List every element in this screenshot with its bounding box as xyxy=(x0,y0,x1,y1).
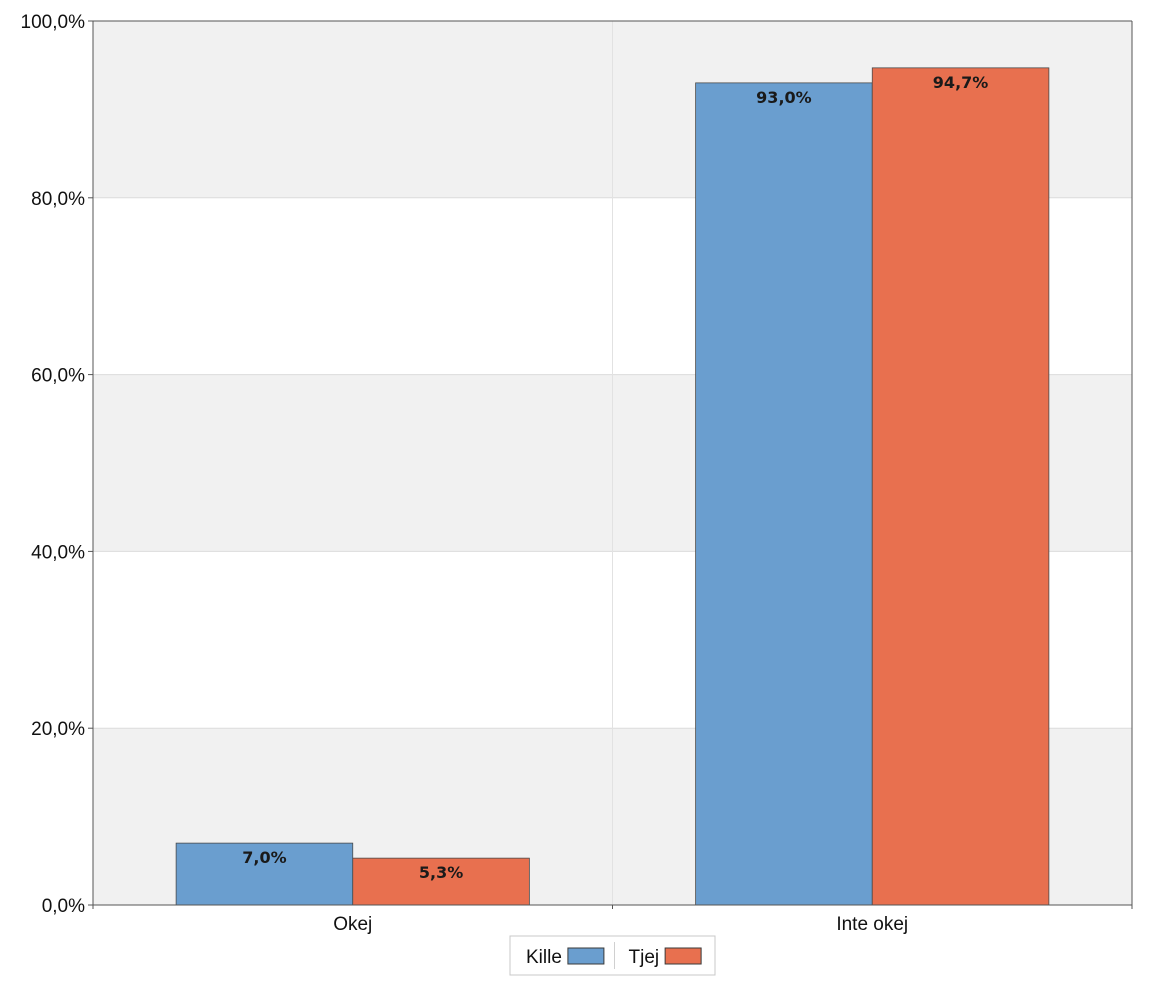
bar-kille-1 xyxy=(175,842,354,906)
y-tick-label: 0,0% xyxy=(42,896,85,917)
legend-label-tjej: Tjej xyxy=(629,947,660,968)
legend: Kille Tjej xyxy=(509,935,716,976)
data-label: 93,0% xyxy=(756,88,812,107)
data-label: 5,3% xyxy=(419,863,463,882)
x-tick-label: Inte okej xyxy=(836,914,908,935)
y-tick-label: 100,0% xyxy=(21,12,86,33)
axes: Okej Inte okej 0,0% 20,0% 40,0% 60,0% 80,0% 100… xyxy=(21,12,1133,935)
y-tick-label: 40,0% xyxy=(31,542,85,563)
bars xyxy=(175,67,1050,906)
legend-swatch-tjej xyxy=(664,947,702,965)
legend-label-kille: Kille xyxy=(526,947,562,968)
x-tick-label: Okej xyxy=(333,914,372,935)
y-tick-label: 80,0% xyxy=(31,189,85,210)
legend-swatch-kille xyxy=(567,947,605,965)
bar-kille-2 xyxy=(695,82,873,906)
data-labels: 7,0% 5,3% 93,0% 94,7% xyxy=(242,73,988,882)
y-tick-label: 20,0% xyxy=(31,719,85,740)
bar-tjej-1 xyxy=(352,857,530,906)
data-label: 94,7% xyxy=(933,73,989,92)
data-label: 7,0% xyxy=(242,848,286,867)
y-tick-label: 60,0% xyxy=(31,366,85,387)
bar-tjej-2 xyxy=(871,67,1050,906)
